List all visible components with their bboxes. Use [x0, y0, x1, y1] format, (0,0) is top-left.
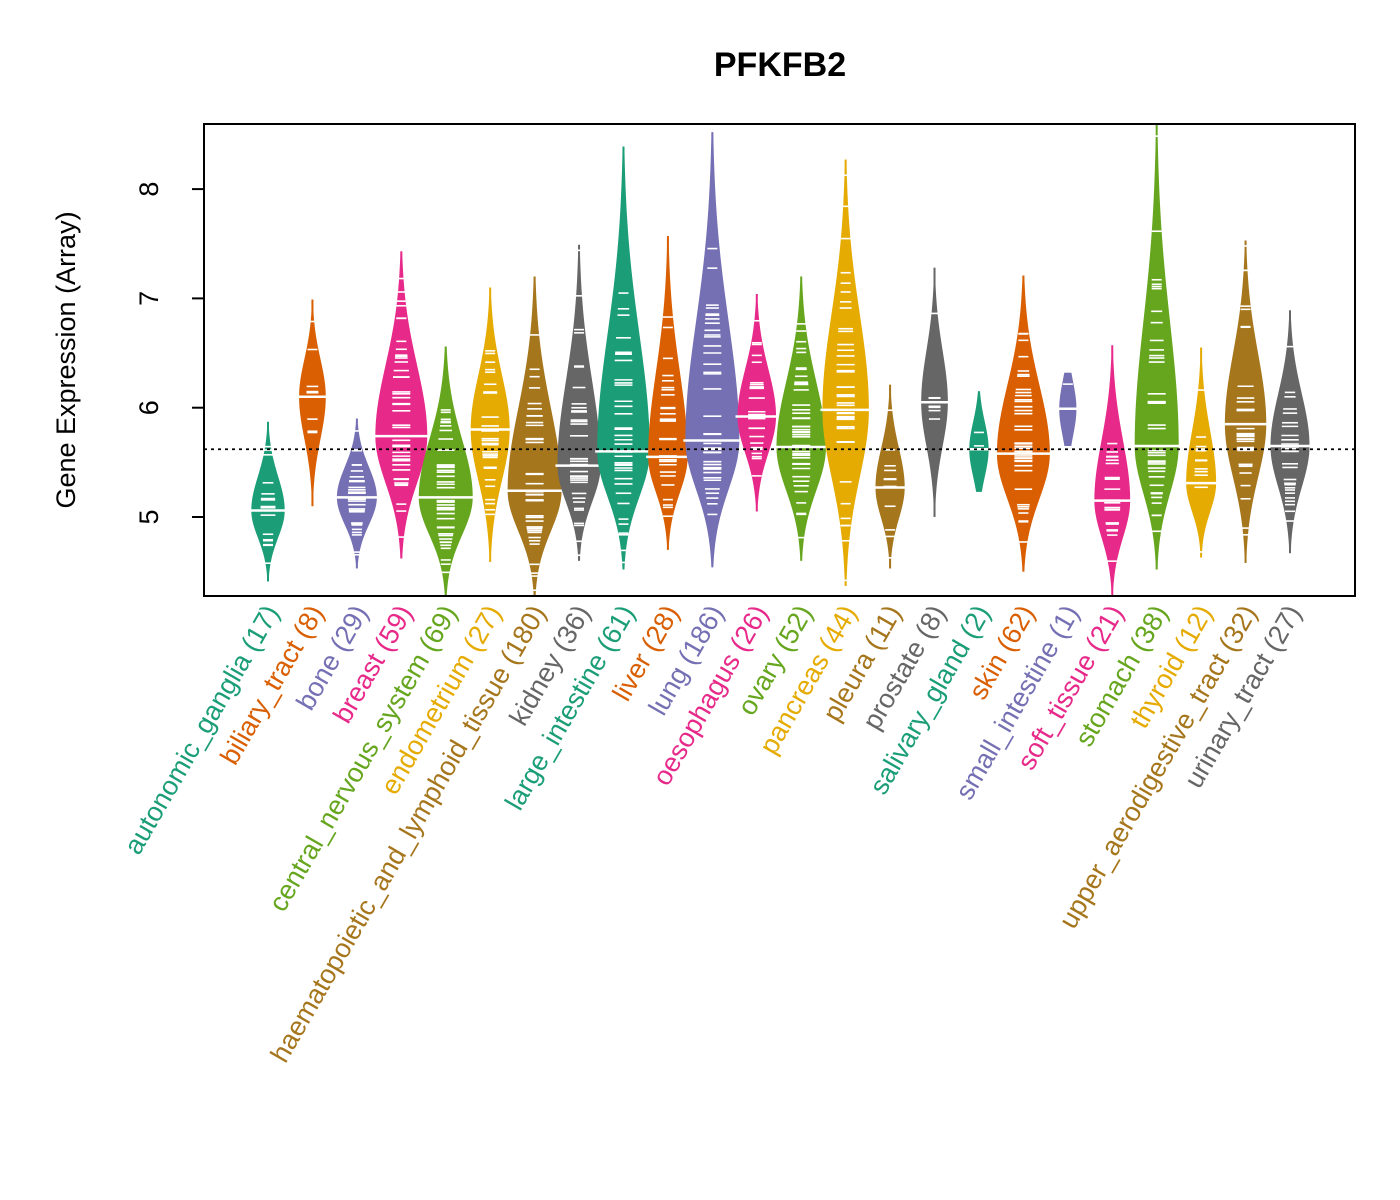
- x-axis-labels: autonomic_ganglia (17)biliary_tract (8)b…: [118, 600, 1307, 1067]
- violin-large_intestine: [595, 146, 652, 570]
- violin-body: [597, 146, 650, 570]
- violin-body: [1270, 310, 1310, 554]
- violin-small_intestine: [1057, 372, 1079, 446]
- violin-autonomic_ganglia: [249, 421, 287, 582]
- violin-breast: [373, 251, 430, 559]
- y-tick-label: 8: [134, 182, 164, 197]
- violin-body: [921, 267, 948, 517]
- violin-haematopoietic_and_lymphoid_tissue: [505, 276, 564, 596]
- violin-body: [875, 384, 905, 569]
- violin-prostate: [919, 267, 950, 517]
- y-tick-label: 5: [134, 509, 164, 524]
- violin-biliary_tract: [297, 299, 328, 507]
- violin-body: [737, 294, 777, 512]
- violin-body: [299, 299, 326, 507]
- plot-area: [204, 123, 1355, 596]
- violin-urinary_tract: [1268, 310, 1312, 554]
- violin-body: [1134, 123, 1179, 570]
- violin-body: [1094, 345, 1131, 596]
- chart-title: PFKFB2: [714, 46, 846, 84]
- violin-body: [557, 244, 601, 561]
- violin-endometrium: [468, 287, 512, 562]
- violin-body: [822, 159, 869, 586]
- violin-ovary: [774, 276, 828, 561]
- violin-stomach: [1132, 123, 1181, 570]
- violin-oesophagus: [735, 294, 779, 512]
- violin-body: [996, 275, 1050, 572]
- violin-soft_tissue: [1092, 345, 1133, 596]
- violin-body: [648, 236, 688, 550]
- violin-kidney: [555, 244, 603, 561]
- violin-salivary_gland: [967, 391, 991, 492]
- violin-upper_aerodigestive_tract: [1222, 240, 1269, 563]
- violin-pleura: [873, 384, 907, 569]
- violin-body: [1186, 347, 1217, 558]
- violin-skin: [994, 275, 1052, 572]
- y-tick-label: 6: [134, 400, 164, 415]
- violin-body: [507, 276, 562, 596]
- violin-liver: [646, 236, 690, 550]
- violin-pancreas: [820, 159, 871, 586]
- violin-body: [251, 421, 285, 582]
- violin-thyroid: [1184, 347, 1219, 558]
- y-tick-label: 7: [134, 291, 164, 306]
- violin-lung: [683, 132, 742, 568]
- violin-body: [470, 287, 510, 562]
- y-axis-label: Gene Expression (Array): [51, 211, 81, 508]
- plot-frame: [203, 123, 1356, 597]
- violin-bone: [334, 418, 379, 569]
- violin-body: [685, 132, 740, 568]
- violin-body: [969, 391, 989, 492]
- violin-central_nervous_system: [416, 346, 475, 596]
- y-axis: 5 6 7 8: [134, 182, 204, 525]
